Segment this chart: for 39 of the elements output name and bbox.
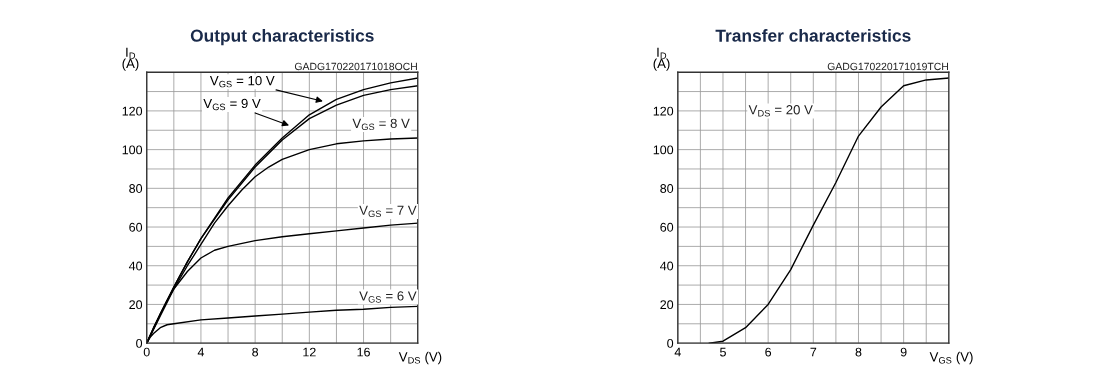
x-tick-label: 6 [765, 347, 772, 357]
x-axis-title: V$_{DS}$ (V) [398, 351, 442, 365]
y-tick-label: 80 [660, 184, 674, 193]
chart-title: Output characteristics [190, 29, 374, 46]
y-tick-label: 0 [667, 338, 674, 348]
y-tick-label: 20 [129, 300, 143, 310]
x-tick-label: 4 [674, 347, 681, 357]
x-axis-title: V$_{GS}$ (V) [929, 351, 973, 365]
annotation: V$_{GS}$ = 10 V [209, 75, 275, 88]
annotation: V$_{GS}$ = 9 V [203, 98, 261, 111]
x-tick-label: 12 [303, 347, 316, 357]
x-tick-label: 7 [810, 347, 817, 357]
annotation: V$_{DS}$ = 20 V [748, 105, 813, 117]
y-axis-title: I$_{D}$ (A) [122, 47, 139, 71]
y-tick-label: 100 [653, 145, 674, 155]
x-tick-label: 8 [855, 347, 862, 357]
text: GADG170220171018OCH [294, 62, 417, 71]
annotation: V$_{GS}$ = 6 V [359, 291, 417, 303]
x-tick-label: 5 [720, 347, 726, 357]
chart-title: Transfer characteristics [715, 29, 911, 42]
y-tick-label: 100 [122, 145, 143, 155]
x-tick-label: 8 [252, 347, 259, 357]
y-axis-title: I$_{D}$ (A) [653, 47, 670, 71]
y-tick-label: 20 [660, 300, 674, 310]
x-tick-label: 16 [357, 347, 370, 357]
y-tick-label: 120 [653, 106, 674, 116]
x-tick-label: 9 [900, 347, 907, 357]
y-tick-label: 60 [129, 222, 143, 232]
y-tick-label: 40 [660, 261, 674, 271]
y-tick-label: 0 [136, 338, 143, 348]
y-tick-label: 40 [128, 261, 143, 271]
annotation: V$_{GS}$ = 8 V [352, 118, 410, 131]
x-tick-label: 0 [143, 347, 150, 357]
x-tick-label: 4 [197, 347, 205, 357]
y-tick-label: 60 [660, 222, 674, 232]
annotation: V$_{GS}$ = 7 V [359, 205, 417, 218]
text: GADG170220171019TCH [827, 62, 948, 71]
y-tick-label: 80 [129, 184, 143, 193]
y-tick-label: 120 [122, 106, 143, 116]
